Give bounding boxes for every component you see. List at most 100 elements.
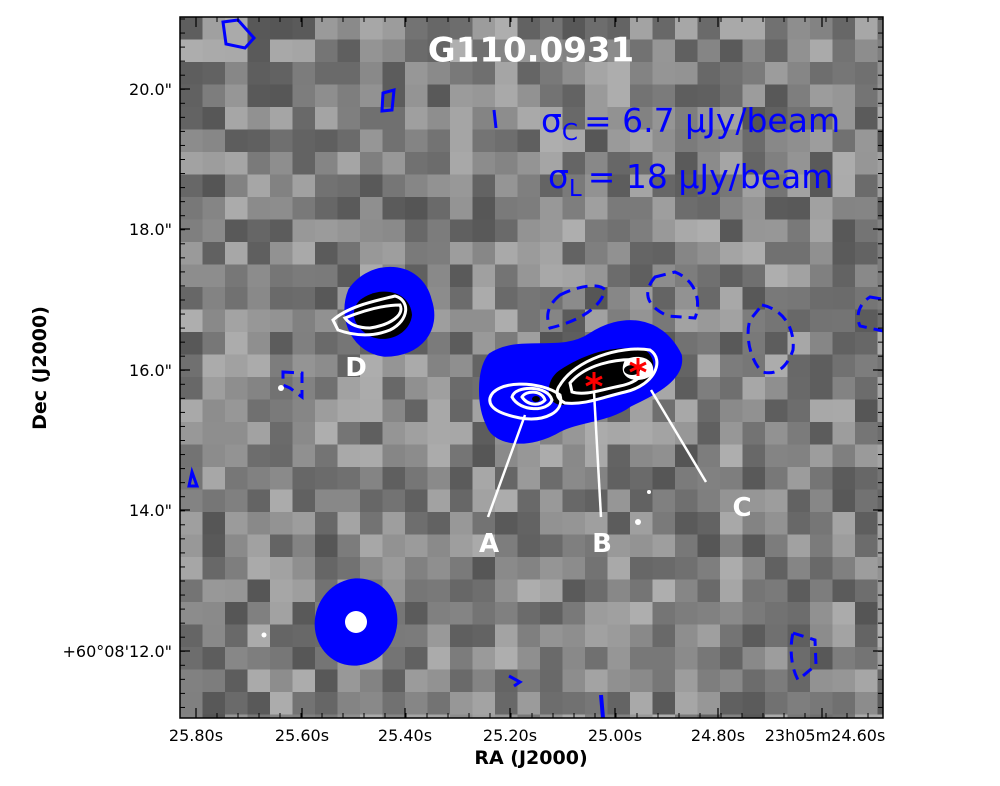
pixel: [765, 84, 788, 108]
pixel: [607, 669, 631, 693]
pixel: [247, 264, 271, 288]
pixel: [180, 579, 203, 603]
pixel: [562, 534, 586, 558]
pixel: [562, 579, 586, 603]
pixel: [562, 264, 586, 288]
pixel: [270, 287, 293, 310]
pixel: [202, 579, 226, 603]
image: [180, 17, 883, 718]
pixel: [787, 107, 811, 130]
pixel: [315, 534, 338, 558]
pixel: [855, 242, 878, 265]
pixel: [765, 332, 788, 355]
pixel: [202, 557, 226, 580]
pixel: [495, 579, 518, 603]
pixel: [855, 84, 878, 108]
x-tick-label: 24.80s: [691, 726, 745, 745]
pixel: [405, 647, 428, 670]
pixel: [337, 669, 361, 693]
pixel: [360, 17, 383, 40]
pixel: [810, 174, 833, 198]
pixel: [225, 602, 248, 625]
pixel: [697, 377, 721, 400]
pixel: [630, 219, 653, 243]
pixel: [225, 219, 248, 243]
pixel: [225, 264, 248, 288]
pixel: [607, 602, 631, 625]
pixel: [405, 17, 428, 40]
pixel: [315, 197, 338, 220]
pixel: [630, 467, 653, 490]
pixel: [202, 714, 226, 718]
pixel: [292, 107, 316, 130]
pixel: [337, 197, 361, 220]
pixel: [315, 557, 338, 580]
x-tick-label: 23h05m24.60s: [765, 726, 886, 745]
pixel: [472, 264, 496, 288]
pixel: [225, 242, 248, 265]
x-tick-label: 25.40s: [378, 726, 432, 745]
pixel: [630, 624, 653, 648]
pixel: [810, 39, 833, 63]
pixel: [360, 512, 383, 535]
pixel: [720, 467, 743, 490]
pixel: [765, 17, 788, 40]
pixel: [877, 219, 883, 243]
pixel: [787, 602, 811, 625]
pixel: [697, 62, 721, 85]
pixel: [855, 489, 878, 513]
pixel: [810, 669, 833, 693]
pixel: [337, 354, 361, 378]
pixel: [810, 512, 833, 535]
pixel: [855, 692, 878, 715]
pixel: [427, 152, 451, 175]
pixel: [630, 152, 653, 175]
pixel: [742, 242, 766, 265]
pixel: [697, 692, 721, 715]
pixel: [247, 602, 271, 625]
pixel: [495, 692, 518, 715]
pixel: [562, 692, 586, 715]
pixel: [697, 512, 721, 535]
pixel: [607, 557, 631, 580]
pixel: [697, 264, 721, 288]
pixel: [225, 579, 248, 603]
pixel: [562, 557, 586, 580]
pixel: [832, 84, 856, 108]
pixel: [810, 534, 833, 558]
pixel: [675, 242, 698, 265]
pixel: [292, 444, 316, 468]
pixel: [810, 692, 833, 715]
pixel: [562, 287, 586, 310]
pixel: [405, 579, 428, 603]
pixel: [630, 84, 653, 108]
pixel: [337, 242, 361, 265]
pixel: [742, 107, 766, 130]
pixel: [720, 444, 743, 468]
pixel: [517, 197, 541, 220]
pixel: [225, 354, 248, 378]
pixel: [607, 62, 631, 85]
pixel: [675, 17, 698, 40]
pixel: [652, 422, 676, 445]
pixel: [742, 152, 766, 175]
pixel: [540, 84, 563, 108]
pixel: [247, 39, 271, 63]
pixel: [810, 62, 833, 85]
pixel: [202, 669, 226, 693]
pixel: [832, 264, 856, 288]
pixel: [832, 624, 856, 648]
pixel: [877, 129, 883, 153]
pixel: [450, 332, 473, 355]
pixel: [675, 129, 698, 153]
pixel: [787, 489, 811, 513]
pixel: [652, 624, 676, 648]
pixel: [450, 197, 473, 220]
pixel: [247, 197, 271, 220]
pixel: [855, 152, 878, 175]
pixel: [765, 242, 788, 265]
pixel: [607, 714, 631, 718]
pixel: [360, 467, 383, 490]
pixel: [292, 354, 316, 378]
pixel: [675, 219, 698, 243]
